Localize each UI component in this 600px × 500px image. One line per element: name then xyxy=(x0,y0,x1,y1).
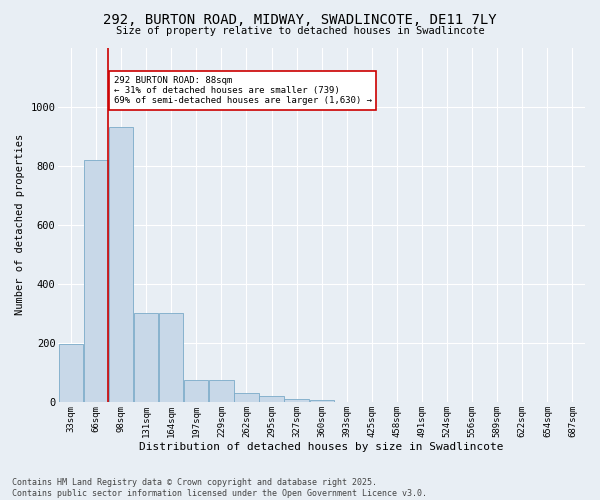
Bar xyxy=(284,399,309,402)
Bar xyxy=(59,344,83,402)
Bar xyxy=(109,127,133,402)
Text: Contains HM Land Registry data © Crown copyright and database right 2025.
Contai: Contains HM Land Registry data © Crown c… xyxy=(12,478,427,498)
X-axis label: Distribution of detached houses by size in Swadlincote: Distribution of detached houses by size … xyxy=(139,442,504,452)
Text: 292, BURTON ROAD, MIDWAY, SWADLINCOTE, DE11 7LY: 292, BURTON ROAD, MIDWAY, SWADLINCOTE, D… xyxy=(103,12,497,26)
Bar xyxy=(234,393,259,402)
Bar xyxy=(134,314,158,402)
Bar xyxy=(310,400,334,402)
Bar xyxy=(84,160,108,402)
Bar xyxy=(184,380,208,402)
Text: Size of property relative to detached houses in Swadlincote: Size of property relative to detached ho… xyxy=(116,26,484,36)
Text: 292 BURTON ROAD: 88sqm
← 31% of detached houses are smaller (739)
69% of semi-de: 292 BURTON ROAD: 88sqm ← 31% of detached… xyxy=(113,76,371,106)
Bar xyxy=(209,380,233,402)
Bar xyxy=(259,396,284,402)
Bar xyxy=(159,314,184,402)
Y-axis label: Number of detached properties: Number of detached properties xyxy=(15,134,25,316)
